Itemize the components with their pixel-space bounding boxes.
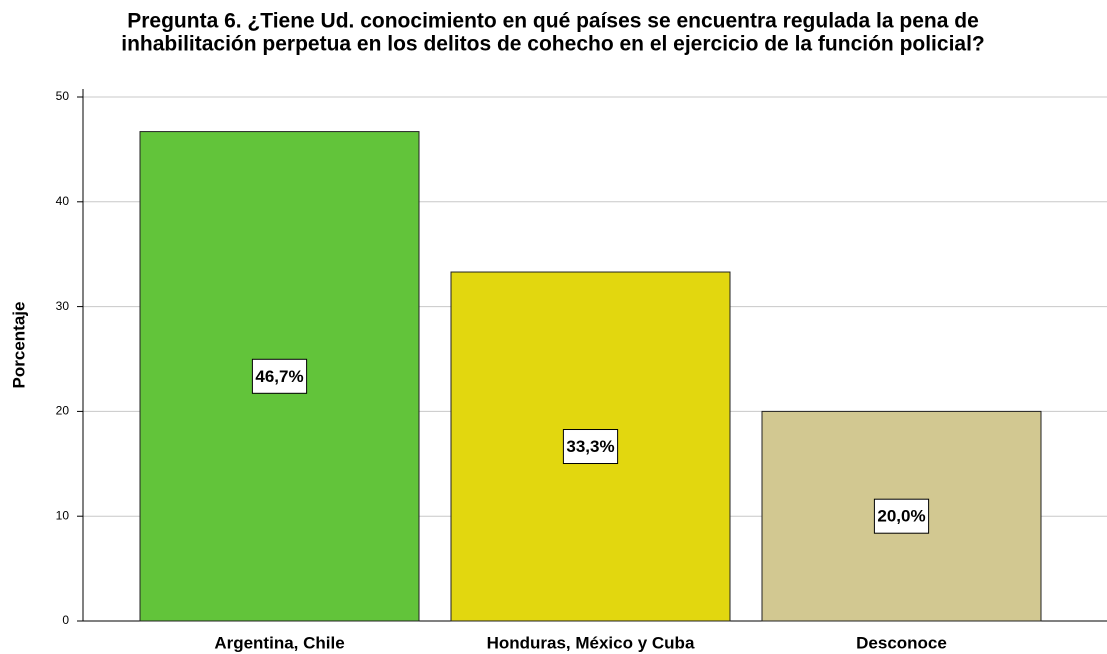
value-label: 33,3%: [566, 437, 614, 456]
y-tick-label: 0: [62, 613, 69, 627]
y-tick-label: 20: [56, 404, 70, 418]
value-label-box: [873, 498, 930, 534]
value-label-box: [562, 429, 619, 465]
value-label: 46,7%: [255, 367, 303, 386]
x-tick-label: Honduras, México y Cuba: [487, 633, 695, 652]
y-axis-label: Porcentaje: [9, 302, 28, 389]
x-tick-label: Desconoce: [856, 633, 947, 652]
y-tick-label: 30: [56, 299, 70, 313]
y-tick-label: 50: [56, 89, 70, 103]
y-tick-label: 40: [56, 194, 70, 208]
chart-title: inhabilitación perpetua en los delitos d…: [121, 33, 985, 56]
chart-title: Pregunta 6. ¿Tiene Ud. conocimiento en q…: [127, 10, 979, 33]
value-label-box: [251, 358, 308, 394]
y-tick-label: 10: [56, 508, 70, 522]
value-label: 20,0%: [877, 507, 925, 526]
x-tick-label: Argentina, Chile: [214, 633, 344, 652]
